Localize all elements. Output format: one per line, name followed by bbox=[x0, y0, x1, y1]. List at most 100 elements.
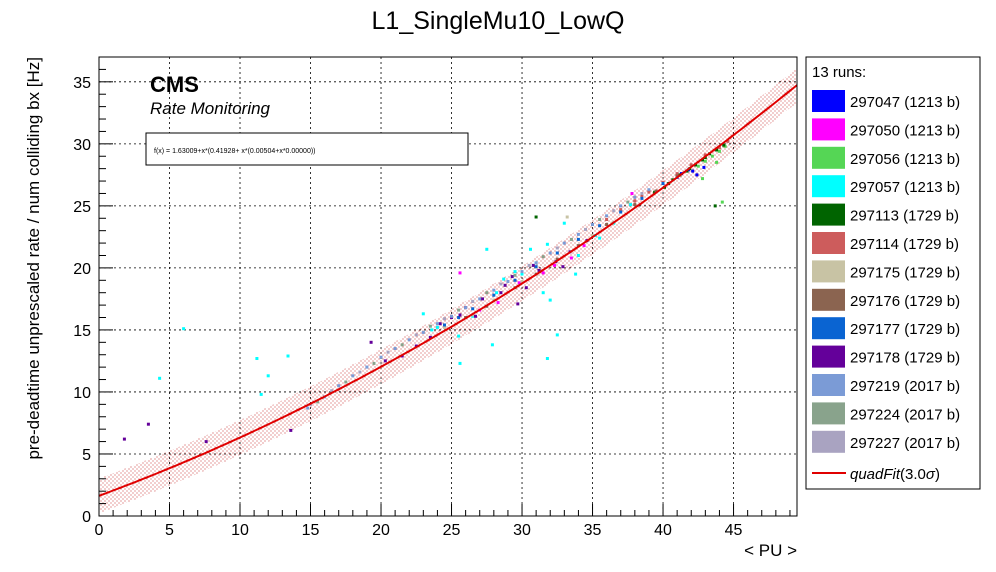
legend-swatch bbox=[812, 260, 845, 283]
y-tick-label: 10 bbox=[73, 385, 91, 402]
data-point bbox=[503, 283, 507, 287]
data-point bbox=[492, 293, 496, 297]
legend-fit-label: quadFit(3.0σ) bbox=[850, 466, 940, 483]
data-point bbox=[421, 312, 425, 316]
data-point bbox=[548, 251, 552, 255]
data-point bbox=[379, 355, 383, 359]
legend-swatch bbox=[812, 374, 845, 396]
data-point bbox=[703, 159, 707, 163]
x-tick-label: 40 bbox=[654, 522, 672, 539]
data-point bbox=[443, 325, 446, 329]
data-point bbox=[286, 354, 290, 358]
data-point bbox=[513, 278, 517, 282]
data-point bbox=[605, 218, 609, 221]
data-point bbox=[612, 209, 616, 213]
data-point bbox=[520, 272, 524, 276]
data-point bbox=[715, 148, 719, 152]
data-point bbox=[545, 357, 549, 360]
data-point bbox=[506, 280, 510, 283]
legend-swatch bbox=[812, 118, 845, 141]
data-point bbox=[474, 314, 477, 318]
legend-swatch bbox=[812, 317, 845, 340]
data-point bbox=[337, 384, 341, 388]
legend-swatch bbox=[812, 175, 845, 198]
data-point bbox=[619, 210, 623, 214]
data-point bbox=[576, 237, 580, 241]
x-tick-label: 0 bbox=[95, 522, 104, 539]
data-point bbox=[520, 270, 524, 274]
fit-line bbox=[99, 84, 797, 497]
legend-series-label: 297177 (1729 b) bbox=[850, 321, 960, 338]
data-point bbox=[605, 214, 609, 218]
data-point bbox=[534, 261, 538, 265]
data-point bbox=[513, 273, 517, 277]
y-tick-label: 5 bbox=[82, 447, 91, 464]
legend-swatch bbox=[812, 430, 845, 453]
data-point bbox=[516, 302, 520, 306]
x-tick-label: 35 bbox=[584, 522, 602, 539]
legend-series-label: 297050 (1213 b) bbox=[850, 122, 960, 139]
data-point bbox=[450, 314, 453, 318]
data-point bbox=[696, 164, 700, 168]
data-point bbox=[720, 200, 724, 204]
data-point bbox=[527, 263, 531, 267]
data-point bbox=[414, 333, 418, 337]
data-point bbox=[717, 149, 721, 153]
axis-ticks: 0 5 10 15 20 25 30 35 40 45 0 5 10 15 20 25 30 35 bbox=[73, 68, 791, 539]
legend-entries: 297047 (1213 b) 297050 (1213 b) 297056 (12… bbox=[812, 90, 960, 453]
data-point bbox=[562, 241, 566, 245]
data-point bbox=[255, 357, 259, 360]
legend-series-label: 297114 (1729 b) bbox=[850, 236, 959, 253]
data-point bbox=[485, 247, 489, 251]
data-point bbox=[675, 172, 679, 176]
legend-series-label: 297219 (2017 b) bbox=[850, 378, 960, 395]
fit-line-layer bbox=[99, 84, 797, 497]
data-point bbox=[726, 139, 730, 143]
data-point bbox=[541, 271, 545, 275]
legend-swatch bbox=[812, 203, 845, 226]
legend-series-label: 297113 (1729 b) bbox=[850, 208, 959, 225]
data-point bbox=[548, 298, 552, 302]
data-point bbox=[495, 291, 499, 295]
legend-series-label: 297176 (1729 b) bbox=[850, 293, 960, 310]
legend-fit-name: quadFit bbox=[850, 466, 901, 483]
fit-formula-text: f(x) = 1.63009+x*(0.41928+ x*(0.00504+x*… bbox=[154, 148, 316, 155]
data-point bbox=[421, 330, 425, 334]
data-point bbox=[481, 297, 484, 301]
data-point bbox=[471, 299, 475, 303]
data-point bbox=[529, 247, 532, 251]
data-point bbox=[457, 308, 461, 312]
data-point bbox=[457, 316, 461, 319]
legend-series-label: 297057 (1213 b) bbox=[850, 179, 960, 196]
data-point bbox=[640, 196, 644, 200]
x-tick-label: 20 bbox=[372, 522, 390, 539]
points-layer bbox=[122, 139, 730, 444]
data-point bbox=[565, 215, 569, 219]
data-point bbox=[490, 343, 494, 347]
data-point bbox=[524, 286, 528, 290]
data-point bbox=[598, 236, 602, 240]
data-point bbox=[598, 218, 602, 221]
data-point bbox=[330, 389, 334, 393]
x-axis-label: < PU > bbox=[744, 541, 797, 560]
data-point bbox=[520, 280, 524, 283]
legend-swatch bbox=[812, 90, 845, 112]
data-point bbox=[289, 428, 293, 432]
data-point bbox=[457, 334, 461, 338]
data-point bbox=[534, 265, 538, 269]
x-tick-label: 5 bbox=[165, 522, 174, 539]
data-point bbox=[383, 359, 387, 363]
data-point bbox=[629, 203, 633, 207]
data-point bbox=[713, 204, 717, 208]
data-point bbox=[591, 234, 594, 238]
data-point bbox=[430, 328, 434, 332]
legend-swatch bbox=[812, 232, 845, 254]
legend-series-label: 297047 (1213 b) bbox=[850, 94, 960, 111]
series-group bbox=[306, 188, 651, 410]
data-point bbox=[598, 224, 602, 228]
x-tick-label: 45 bbox=[725, 522, 743, 539]
data-point bbox=[717, 146, 721, 150]
data-point bbox=[438, 322, 442, 326]
data-point bbox=[576, 232, 580, 236]
data-point bbox=[654, 189, 658, 193]
